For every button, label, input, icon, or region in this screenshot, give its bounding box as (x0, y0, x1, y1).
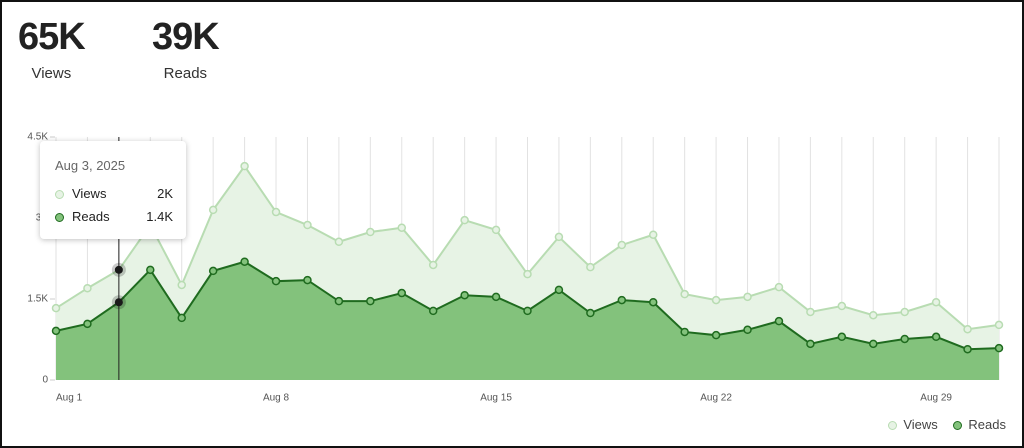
point (397, 288, 407, 298)
stat-label: Reads (163, 65, 208, 82)
tooltip: Aug 3, 2025 Views 2K Reads 1.4K (40, 141, 186, 239)
point (51, 303, 61, 313)
point (586, 262, 595, 272)
stat-value: 65K (18, 16, 86, 58)
point (177, 280, 186, 290)
point (334, 237, 344, 247)
point (208, 205, 218, 215)
point (83, 283, 92, 293)
point (963, 324, 972, 334)
point (774, 316, 784, 326)
point (837, 301, 847, 311)
point (177, 313, 186, 323)
point (837, 332, 847, 342)
legend-label: Views (903, 417, 938, 432)
area (56, 261, 999, 380)
stat-label: Views (31, 65, 72, 82)
x-tick-label: Aug 1 (56, 393, 83, 404)
x-tick-label: Aug 15 (480, 393, 512, 404)
legend-label: Reads (968, 417, 1006, 432)
legend: Views Reads (876, 417, 1006, 432)
point (774, 282, 784, 292)
point (680, 289, 689, 299)
tooltip-name: Reads (72, 209, 110, 224)
point (428, 260, 438, 270)
stat-value: 39K (152, 16, 220, 58)
point (491, 225, 501, 235)
y-tick-label: 1.5K (27, 294, 48, 305)
point (743, 325, 752, 335)
views-stat: 65K Views (18, 16, 86, 82)
x-tick-label: Aug 29 (920, 393, 952, 404)
point (303, 275, 312, 285)
point (648, 297, 658, 307)
x-tick-label: Aug 8 (263, 393, 290, 404)
point (460, 290, 469, 300)
point (114, 265, 123, 274)
point (428, 306, 438, 316)
point (806, 339, 815, 349)
point (271, 276, 281, 286)
tooltip-row: Views 2K (55, 186, 173, 201)
point (146, 265, 155, 275)
point (554, 285, 564, 295)
point (711, 330, 721, 340)
tooltip-dot (55, 190, 64, 200)
tooltip-dot (55, 213, 64, 223)
point (523, 306, 532, 316)
point (586, 308, 595, 318)
point (617, 240, 627, 250)
point (963, 344, 972, 354)
point (366, 227, 375, 237)
point (271, 207, 281, 217)
tooltip-date: Aug 3, 2025 (55, 158, 126, 173)
point (114, 298, 123, 307)
point (208, 266, 218, 276)
point (460, 215, 469, 225)
tooltip-value: 1.4K (146, 209, 173, 224)
reads-stat: 39K Reads (152, 16, 220, 82)
point (51, 326, 61, 336)
tooltip-row: Reads 1.4K (55, 209, 173, 224)
point (900, 307, 909, 317)
point (931, 332, 941, 342)
y-tick-label: 0 (42, 375, 48, 386)
point (900, 334, 909, 344)
point (743, 292, 752, 302)
tooltip-value: 2K (157, 186, 173, 201)
point (523, 269, 532, 279)
point (869, 339, 878, 349)
point (334, 296, 344, 306)
point (994, 343, 1004, 353)
point (994, 320, 1004, 330)
point (240, 257, 249, 266)
point (869, 310, 878, 320)
x-tick-label: Aug 22 (700, 393, 732, 404)
point (680, 327, 689, 337)
point (397, 223, 407, 232)
legend-dot (953, 421, 963, 431)
point (240, 161, 249, 171)
point (83, 319, 92, 329)
tooltip-name: Views (72, 186, 107, 201)
point (366, 296, 375, 306)
point (806, 307, 815, 317)
point (491, 292, 501, 302)
y-tick-label: 4.5K (27, 132, 48, 143)
point (931, 297, 941, 307)
point (617, 295, 627, 305)
legend-dot (888, 421, 898, 431)
point (648, 230, 658, 239)
point (554, 232, 564, 242)
point (303, 220, 312, 230)
point (711, 295, 721, 305)
